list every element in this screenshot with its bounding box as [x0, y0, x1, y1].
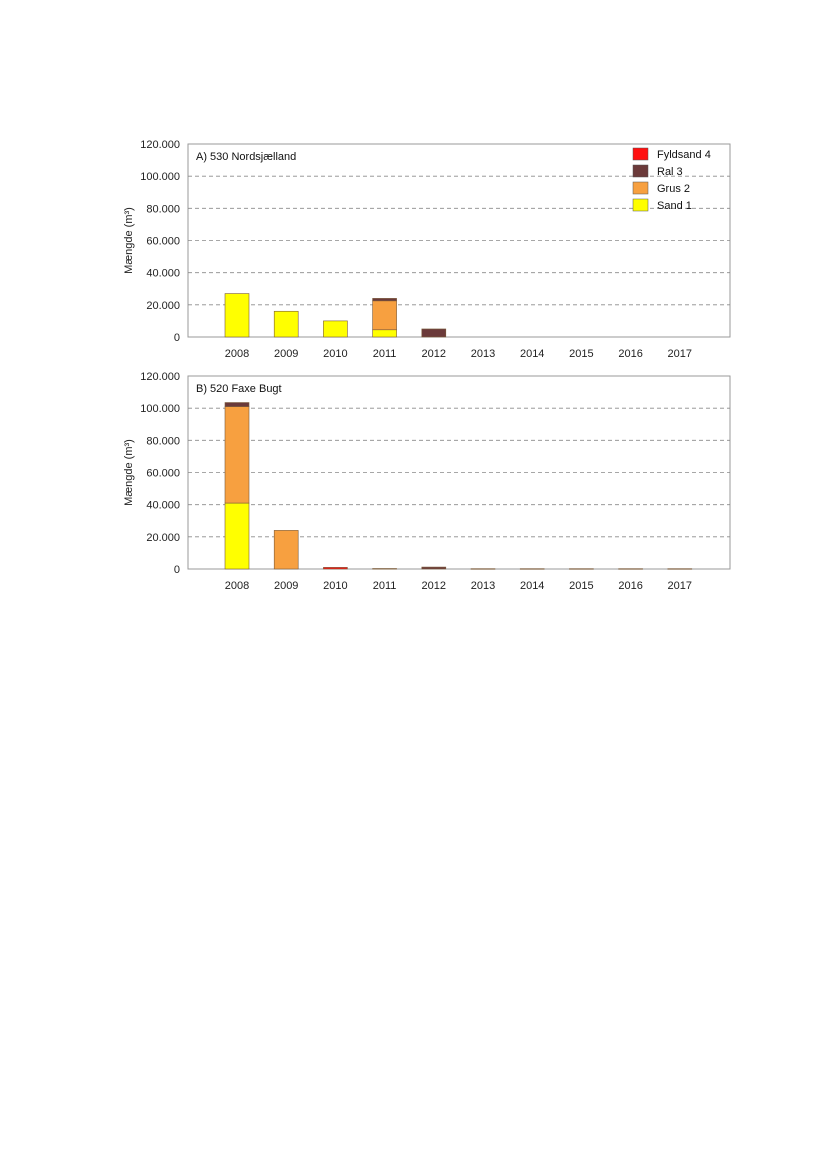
plot-area: [187, 375, 731, 570]
bar-segment: [667, 568, 693, 570]
legend-swatch: [632, 147, 649, 161]
bar-segment: [569, 568, 594, 570]
x-tick-label: 2009: [274, 580, 298, 592]
chart-panel-b: 0 20.000 40.000 60.000 80.000 100.000 120.000 M…: [123, 371, 731, 592]
x-tick-label: 2015: [569, 348, 593, 360]
bar-segment: [421, 566, 447, 570]
x-tick-label: 2011: [373, 580, 397, 592]
plot-area: [187, 143, 731, 338]
legend-swatch: [632, 164, 649, 178]
y-tick-label: 120.000: [140, 139, 180, 151]
y-axis-label: Mængde (m³): [123, 439, 135, 506]
y-tick-label: 0: [174, 332, 180, 344]
y-tick-label: 20.000: [146, 300, 180, 312]
legend-swatch: [632, 198, 649, 212]
y-tick-label: 40.000: [146, 268, 180, 280]
y-tick-label: 20.000: [146, 532, 180, 544]
y-tick-label: 40.000: [146, 500, 180, 512]
y-tick-label: 0: [174, 564, 180, 576]
bar-segment: [323, 567, 348, 570]
x-tick-label: 2017: [668, 348, 692, 360]
x-tick-label: 2017: [668, 580, 692, 592]
y-tick-label: 100.000: [140, 171, 180, 183]
bar-segment: [224, 406, 250, 504]
y-tick-label: 60.000: [146, 236, 180, 248]
x-tick-label: 2016: [618, 580, 642, 592]
x-tick-label: 2011: [373, 348, 397, 360]
y-tick-label: 80.000: [146, 435, 180, 447]
bar-segment: [224, 293, 250, 338]
x-tick-label: 2008: [225, 580, 249, 592]
legend-label: Ral 3: [657, 166, 683, 178]
bar-segment: [273, 310, 299, 338]
y-tick-label: 60.000: [146, 468, 180, 480]
x-tick-label: 2015: [569, 580, 593, 592]
bar-segment: [372, 300, 397, 331]
bar-segment: [224, 502, 250, 570]
bar-segment: [372, 568, 397, 570]
y-tick-label: 120.000: [140, 371, 180, 383]
x-tick-label: 2010: [323, 348, 347, 360]
legend-label: Fyldsand 4: [657, 149, 711, 161]
legend: Fyldsand 4 Ral 3 Grus 2 Sand 1: [632, 147, 711, 212]
bar-segment: [421, 328, 447, 338]
x-tick-label: 2013: [471, 580, 495, 592]
y-tick-label: 80.000: [146, 203, 180, 215]
chart-panel-a: 0 20.000 40.000 60.000 80.000 100.000 120.000 M…: [123, 139, 731, 360]
y-axis-label: Mængde (m³): [123, 207, 135, 274]
legend-label: Grus 2: [657, 183, 690, 195]
x-tick-label: 2009: [274, 348, 298, 360]
panel-title: B) 520 Faxe Bugt: [196, 383, 282, 395]
bar-segment: [372, 298, 397, 302]
y-tick-label: 100.000: [140, 403, 180, 415]
panel-title: A) 530 Nordsjælland: [196, 151, 296, 163]
bar-segment: [273, 530, 299, 570]
legend-swatch: [632, 181, 649, 195]
bar-segment: [372, 329, 397, 338]
x-tick-label: 2010: [323, 580, 347, 592]
x-tick-label: 2016: [618, 348, 642, 360]
bar-segment: [618, 568, 643, 570]
x-tick-label: 2013: [471, 348, 495, 360]
bar-segment: [519, 568, 545, 570]
bar-segment: [224, 402, 250, 407]
x-tick-label: 2012: [422, 580, 446, 592]
bar-segment: [323, 320, 348, 338]
bar-segment: [470, 568, 496, 570]
legend-label: Sand 1: [657, 200, 692, 212]
x-tick-label: 2014: [520, 348, 544, 360]
x-tick-label: 2012: [422, 348, 446, 360]
x-tick-label: 2014: [520, 580, 544, 592]
x-tick-label: 2008: [225, 348, 249, 360]
